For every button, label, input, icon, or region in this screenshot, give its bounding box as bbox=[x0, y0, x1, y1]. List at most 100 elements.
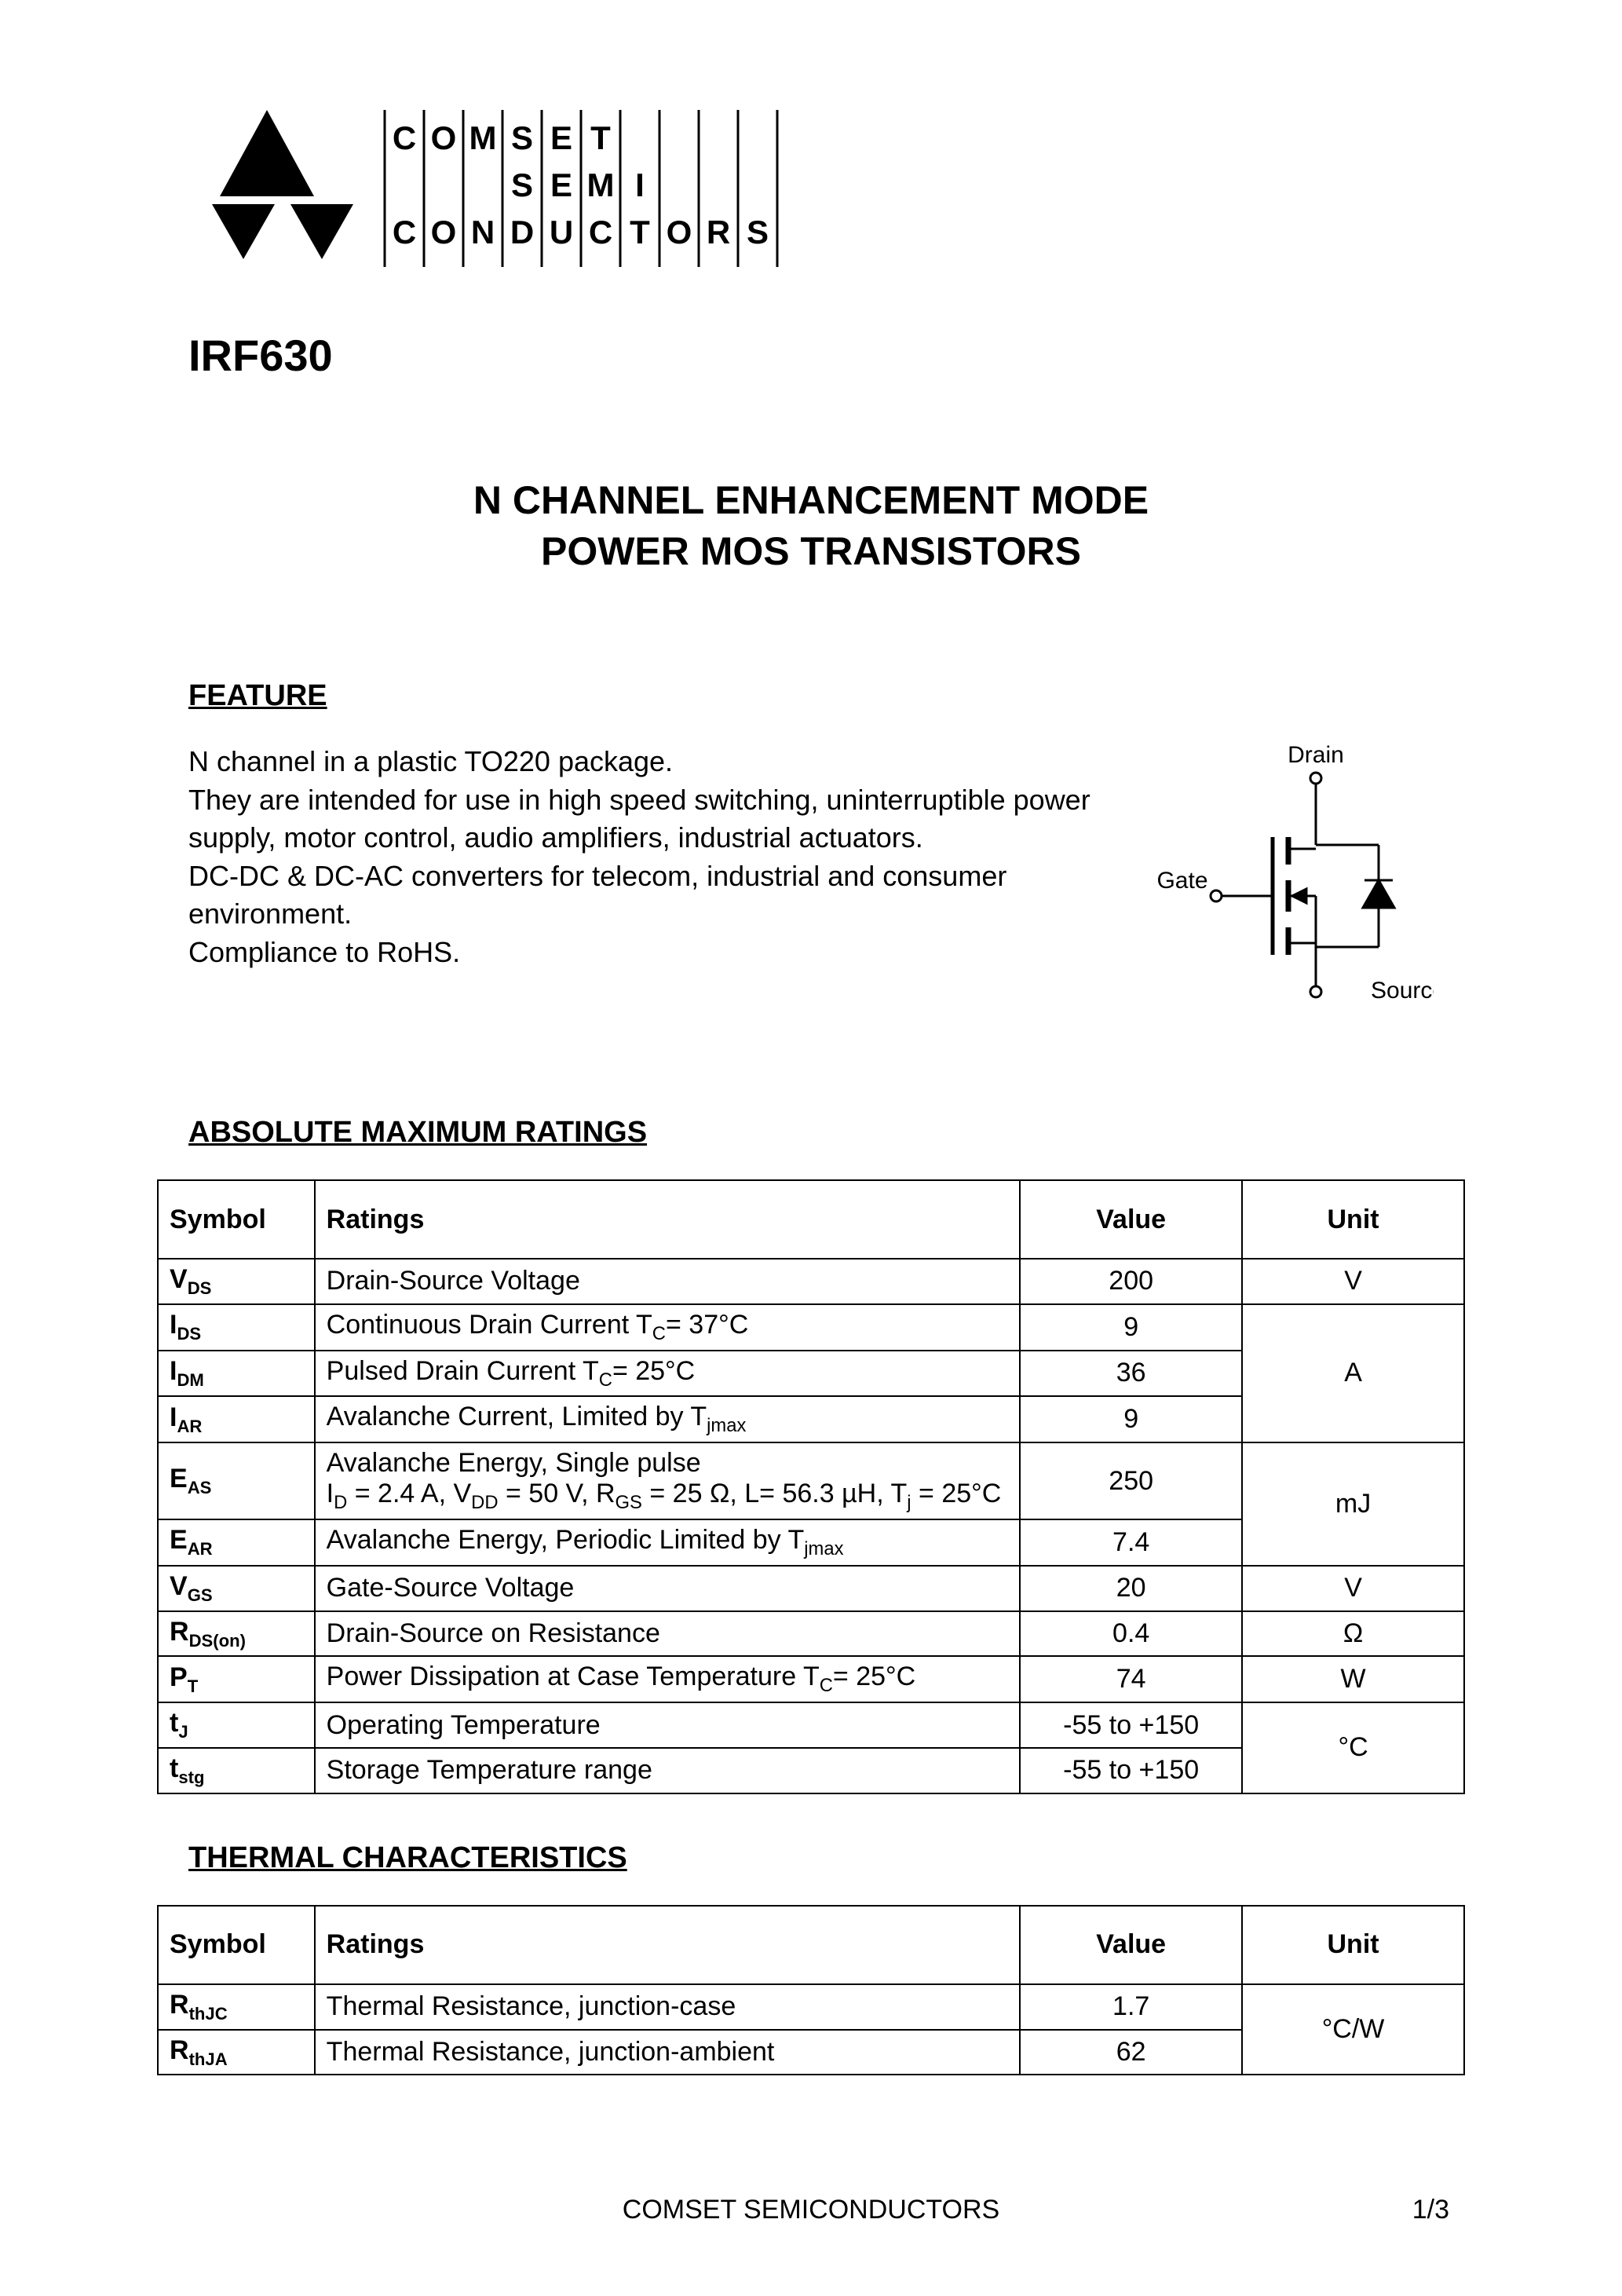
cell-symbol: IDM bbox=[158, 1351, 315, 1397]
svg-text:E: E bbox=[550, 166, 572, 203]
part-number: IRF630 bbox=[188, 330, 1465, 381]
svg-text:T: T bbox=[630, 214, 650, 250]
col-header-symbol: Symbol bbox=[158, 1180, 315, 1259]
title-line-2: POWER MOS TRANSISTORS bbox=[157, 526, 1465, 577]
cell-rating: Storage Temperature range bbox=[315, 1748, 1021, 1793]
cell-value: 9 bbox=[1020, 1396, 1242, 1442]
cell-unit: V bbox=[1242, 1566, 1464, 1611]
table-row: PTPower Dissipation at Case Temperature … bbox=[158, 1656, 1464, 1702]
col-header-symbol: Symbol bbox=[158, 1906, 315, 1984]
cell-rating: Operating Temperature bbox=[315, 1702, 1021, 1748]
svg-text:S: S bbox=[747, 214, 769, 250]
cell-rating: Avalanche Energy, Single pulseID = 2.4 A… bbox=[315, 1442, 1021, 1519]
cell-unit: Ω bbox=[1242, 1611, 1464, 1657]
svg-text:Drain: Drain bbox=[1288, 743, 1344, 768]
cell-rating: Drain-Source on Resistance bbox=[315, 1611, 1021, 1657]
svg-text:T: T bbox=[590, 119, 611, 156]
cell-value: 36 bbox=[1020, 1351, 1242, 1397]
col-header-ratings: Ratings bbox=[315, 1906, 1021, 1984]
svg-text:R: R bbox=[707, 214, 730, 250]
cell-value: 9 bbox=[1020, 1304, 1242, 1351]
cell-rating: Pulsed Drain Current TC= 25°C bbox=[315, 1351, 1021, 1397]
cell-rating: Continuous Drain Current TC= 37°C bbox=[315, 1304, 1021, 1351]
cell-value: 7.4 bbox=[1020, 1519, 1242, 1566]
cell-symbol: RthJC bbox=[158, 1984, 315, 2030]
cell-symbol: EAS bbox=[158, 1442, 315, 1519]
table-row: RthJCThermal Resistance, junction-case1.… bbox=[158, 1984, 1464, 2030]
table-row: IDSContinuous Drain Current TC= 37°C9A bbox=[158, 1304, 1464, 1351]
company-logo: COMSET SEMI CONDUCTORS bbox=[188, 94, 1465, 283]
cell-unit: A bbox=[1242, 1304, 1464, 1442]
table-row: EASAvalanche Energy, Single pulseID = 2.… bbox=[158, 1442, 1464, 1519]
title-line-1: N CHANNEL ENHANCEMENT MODE bbox=[157, 475, 1465, 526]
col-header-value: Value bbox=[1020, 1906, 1242, 1984]
cell-symbol: RDS(on) bbox=[158, 1611, 315, 1657]
cell-value: 250 bbox=[1020, 1442, 1242, 1519]
svg-text:O: O bbox=[431, 119, 457, 156]
cell-unit: °C bbox=[1242, 1702, 1464, 1793]
cell-value: 0.4 bbox=[1020, 1611, 1242, 1657]
section-heading-absmax: ABSOLUTE MAXIMUM RATINGS bbox=[188, 1116, 1465, 1150]
cell-symbol: tstg bbox=[158, 1748, 315, 1793]
cell-unit: °C/W bbox=[1242, 1984, 1464, 2075]
cell-rating: Power Dissipation at Case Temperature TC… bbox=[315, 1656, 1021, 1702]
cell-value: 1.7 bbox=[1020, 1984, 1242, 2030]
col-header-ratings: Ratings bbox=[315, 1180, 1021, 1259]
footer-company: COMSET SEMICONDUCTORS bbox=[0, 2195, 1622, 2225]
svg-text:N: N bbox=[471, 214, 495, 250]
svg-text:O: O bbox=[431, 214, 457, 250]
cell-rating: Gate-Source Voltage bbox=[315, 1566, 1021, 1611]
cell-unit: V bbox=[1242, 1259, 1464, 1304]
svg-text:E: E bbox=[550, 119, 572, 156]
svg-text:Gate: Gate bbox=[1156, 868, 1207, 894]
svg-text:S: S bbox=[511, 119, 533, 156]
col-header-value: Value bbox=[1020, 1180, 1242, 1259]
col-header-unit: Unit bbox=[1242, 1180, 1464, 1259]
svg-text:C: C bbox=[589, 214, 612, 250]
cell-rating: Avalanche Energy, Periodic Limited by Tj… bbox=[315, 1519, 1021, 1566]
abs-max-ratings-table: Symbol Ratings Value Unit VDSDrain-Sourc… bbox=[157, 1179, 1465, 1794]
section-heading-feature: FEATURE bbox=[188, 679, 1465, 713]
cell-symbol: IAR bbox=[158, 1396, 315, 1442]
comset-logo-svg: COMSET SEMI CONDUCTORS bbox=[188, 94, 785, 283]
cell-symbol: VDS bbox=[158, 1259, 315, 1304]
svg-text:D: D bbox=[510, 214, 534, 250]
table-header-row: Symbol Ratings Value Unit bbox=[158, 1180, 1464, 1259]
table-row: VDSDrain-Source Voltage200V bbox=[158, 1259, 1464, 1304]
table-header-row: Symbol Ratings Value Unit bbox=[158, 1906, 1464, 1984]
svg-text:O: O bbox=[667, 214, 692, 250]
table-row: VGSGate-Source Voltage20V bbox=[158, 1566, 1464, 1611]
document-title: N CHANNEL ENHANCEMENT MODE POWER MOS TRA… bbox=[157, 475, 1465, 577]
svg-text:Source: Source bbox=[1371, 978, 1434, 1004]
svg-text:M: M bbox=[469, 119, 497, 156]
svg-text:U: U bbox=[550, 214, 573, 250]
svg-text:I: I bbox=[635, 166, 645, 203]
cell-symbol: VGS bbox=[158, 1566, 315, 1611]
section-heading-thermal: THERMAL CHARACTERISTICS bbox=[188, 1841, 1465, 1875]
table-row: tJOperating Temperature-55 to +150°C bbox=[158, 1702, 1464, 1748]
col-header-unit: Unit bbox=[1242, 1906, 1464, 1984]
cell-symbol: PT bbox=[158, 1656, 315, 1702]
svg-text:S: S bbox=[511, 166, 533, 203]
feature-description: N channel in a plastic TO220 package.The… bbox=[188, 743, 1104, 972]
cell-value: 62 bbox=[1020, 2030, 1242, 2075]
cell-value: 20 bbox=[1020, 1566, 1242, 1611]
cell-symbol: IDS bbox=[158, 1304, 315, 1351]
cell-value: 200 bbox=[1020, 1259, 1242, 1304]
cell-symbol: tJ bbox=[158, 1702, 315, 1748]
page-number: 1/3 bbox=[1412, 2195, 1449, 2225]
cell-value: -55 to +150 bbox=[1020, 1748, 1242, 1793]
cell-rating: Drain-Source Voltage bbox=[315, 1259, 1021, 1304]
table-row: RDS(on)Drain-Source on Resistance0.4Ω bbox=[158, 1611, 1464, 1657]
cell-symbol: EAR bbox=[158, 1519, 315, 1566]
cell-value: 74 bbox=[1020, 1656, 1242, 1702]
cell-unit: mJ bbox=[1242, 1442, 1464, 1566]
cell-unit: W bbox=[1242, 1656, 1464, 1702]
svg-text:C: C bbox=[393, 214, 416, 250]
svg-text:C: C bbox=[393, 119, 416, 156]
cell-symbol: RthJA bbox=[158, 2030, 315, 2075]
cell-rating: Thermal Resistance, junction-case bbox=[315, 1984, 1021, 2030]
cell-value: -55 to +150 bbox=[1020, 1702, 1242, 1748]
mosfet-symbol-diagram: Drain bbox=[1135, 743, 1434, 1029]
svg-text:M: M bbox=[587, 166, 615, 203]
